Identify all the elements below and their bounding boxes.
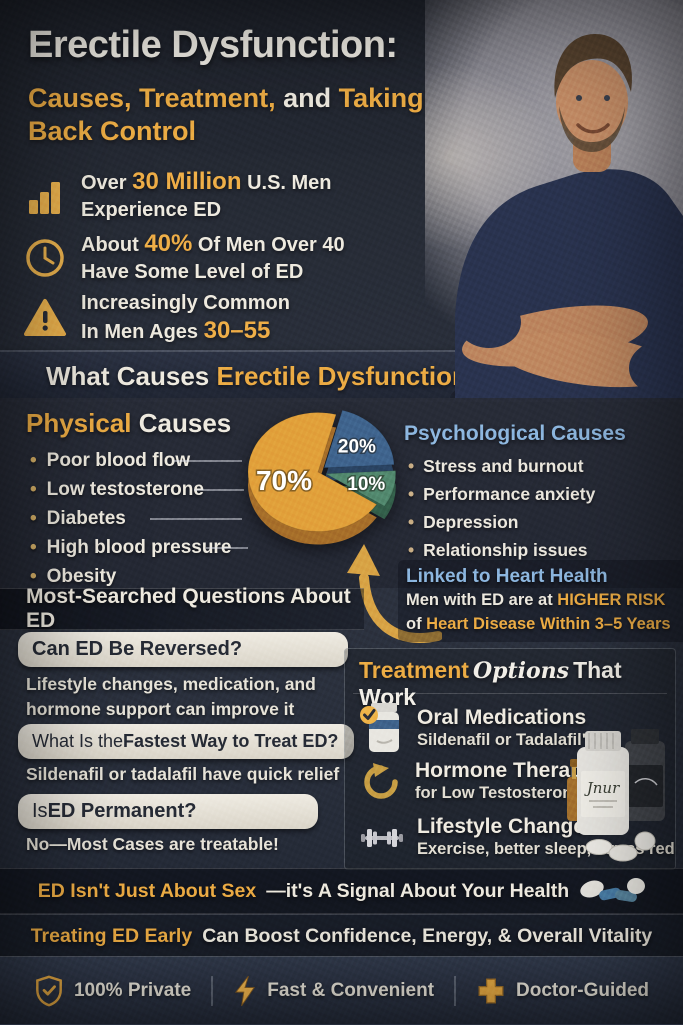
subtitle-gold-1: Causes, Treatment, — [28, 83, 276, 113]
treatment-panel: Treatment Options That Work Oral Medicatio… — [344, 648, 676, 870]
question-pill-3: Is ED Permanent? — [18, 794, 318, 829]
bolt-icon — [235, 975, 256, 1007]
answer-2: Sildenafil or tadalafil have quick relie… — [26, 764, 340, 784]
bottle-label: Jnur — [584, 779, 620, 797]
bar-chart-icon — [22, 176, 68, 216]
question-pill-2: What Is the Fastest Way to Treat ED? — [18, 724, 354, 759]
stat-row-prevalence: Over 30 Million U.S. Men Experience ED — [22, 168, 402, 224]
svg-text:10%: 10% — [347, 474, 385, 495]
footer-badges: 100% Private Fast & Convenient Doctor-Gu… — [0, 956, 683, 1025]
badge-doctor: Doctor-Guided — [476, 976, 649, 1006]
treatment-item-oral-medications: Oral Medications Sildenafil or Tadalafil… — [359, 701, 590, 755]
psychological-causes-list: Stress and burnout Performance anxiety D… — [408, 452, 595, 564]
heart-health-line-2: of Heart Disease Within 3–5 Years — [406, 615, 671, 633]
badge-fast: Fast & Convenient — [233, 975, 434, 1007]
heart-health-line-1: Men with ED are at HIGHER RISK — [406, 591, 666, 609]
section-header-text: What Causes Erectile Dysfunction? — [46, 360, 484, 391]
answer-3: No—Most Cases are treatable! — [26, 834, 279, 854]
connector-line — [194, 489, 244, 491]
banner-treat-early: Treating ED Early Can Boost Confidence, … — [0, 914, 683, 958]
list-item: Stress and burnout — [408, 452, 595, 480]
list-item: Low testosterone — [30, 475, 231, 504]
connector-line — [174, 460, 242, 462]
subtitle-and: and — [275, 83, 339, 113]
list-item: High blood pressure — [30, 533, 232, 562]
divider — [211, 976, 214, 1006]
list-item: Performance anxiety — [408, 480, 595, 508]
list-item: Obesity — [30, 562, 231, 591]
connector-line — [206, 547, 248, 549]
banner-signal-health: ED Isn't Just About Sex —it's A Signal Ab… — [0, 868, 683, 914]
svg-text:20%: 20% — [338, 436, 376, 457]
man-portrait-illustration — [450, 34, 683, 400]
hero-photo — [425, 0, 683, 400]
physical-causes-list: Poor blood flow Low testosterone Diabete… — [30, 446, 232, 591]
page-title: Erectile Dysfunction: — [28, 24, 398, 66]
divider — [353, 693, 667, 694]
treatment-header: Treatment Options That Work — [359, 657, 622, 710]
stat-row-over-40: About 40% Of Men Over 40 Have Some Level… — [22, 230, 402, 286]
stat-text: About 40% Of Men Over 40 Have Some Level… — [81, 230, 345, 283]
divider — [454, 976, 457, 1006]
psychological-causes-title: Psychological Causes — [404, 422, 626, 445]
treatment-item-hormone-therapy: Hormone Therapy for Low Testosterone — [359, 759, 595, 804]
shield-check-icon — [36, 975, 62, 1007]
causes-section: Physical Causes Poor blood flow Low test… — [0, 398, 683, 588]
medication-bottles-image: Jnur — [567, 729, 665, 862]
dumbbell-icon — [359, 825, 405, 851]
physical-causes-title: Physical Causes — [26, 408, 232, 438]
treatment-item-text: Oral Medications Sildenafil or Tadalafil… — [417, 705, 590, 749]
subtitle-gold-2: Taking Back Control — [28, 83, 424, 146]
heart-health-callout: Linked to Heart Health Men with ED are a… — [398, 560, 683, 642]
pills-icon — [580, 878, 646, 902]
heart-health-title: Linked to Heart Health — [406, 566, 608, 587]
connector-line — [150, 518, 242, 520]
hormone-cycle-icon — [359, 760, 403, 804]
stat-text: Over 30 Million U.S. Men Experience ED — [81, 168, 332, 221]
curved-arrow-icon — [347, 544, 442, 643]
clock-icon — [22, 237, 68, 279]
stat-text: Increasingly Common In Men Ages 30–55 — [81, 292, 290, 344]
list-item: Depression — [408, 508, 595, 536]
questions-section-header: Most-Searched Questions About ED — [0, 585, 364, 632]
answer-1: Lifestyle changes, medication, and hormo… — [26, 674, 316, 719]
stat-row-ages: Increasingly Common In Men Ages 30–55 — [22, 290, 402, 346]
svg-text:70%: 70% — [256, 465, 312, 496]
causes-pie-chart: 70% 20% 10% — [247, 409, 397, 545]
list-item: Diabetes — [30, 504, 231, 533]
warning-icon — [22, 298, 68, 338]
list-item: Poor blood flow — [30, 446, 231, 475]
cross-icon — [478, 978, 504, 1004]
pill-bottle-check-icon — [359, 701, 405, 755]
list-item: Relationship issues — [408, 536, 595, 564]
treatment-item-text: Hormone Therapy for Low Testosterone — [415, 759, 595, 802]
page-subtitle: Causes, Treatment, and Taking Back Contr… — [28, 82, 448, 148]
question-pill-1: Can ED Be Reversed? — [18, 632, 348, 667]
badge-private: 100% Private — [34, 975, 191, 1007]
